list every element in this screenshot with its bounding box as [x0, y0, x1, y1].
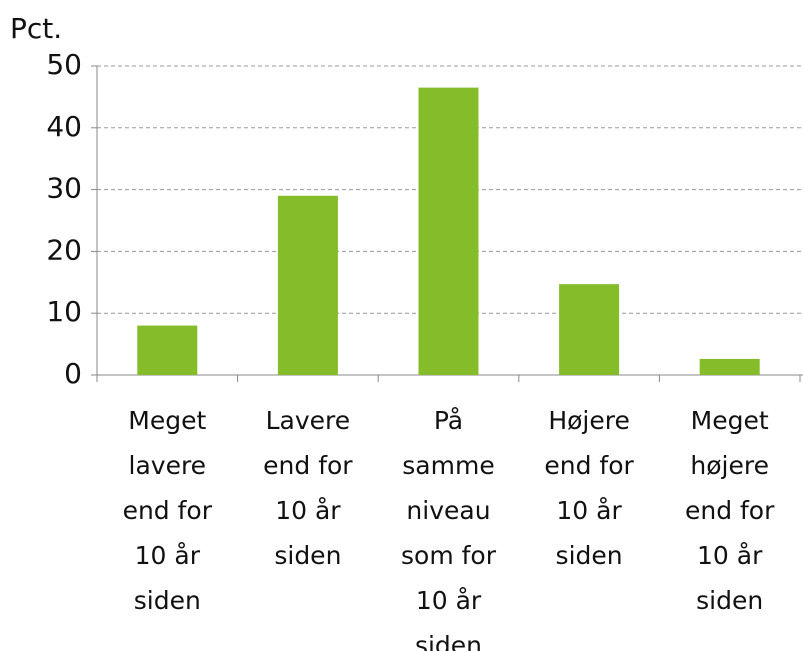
y-axis-label: Pct.	[10, 12, 62, 45]
bar	[418, 87, 479, 375]
y-tick-label: 10	[46, 295, 82, 328]
x-tick-label: På samme niveau som for 10 år siden	[401, 406, 496, 651]
bar	[699, 358, 760, 375]
x-tick-label: Meget højere end for 10 år siden	[684, 406, 775, 615]
y-tick-label: 20	[46, 233, 82, 266]
y-tick-label: 30	[46, 172, 82, 205]
x-tick-label: Meget lavere end for 10 år siden	[122, 406, 212, 615]
y-tick-label: 50	[46, 48, 82, 81]
x-tick-label: Højere end for 10 år siden	[544, 406, 634, 570]
x-tick-label: Lavere end for 10 år siden	[263, 406, 353, 570]
bar	[277, 195, 338, 375]
y-tick-label: 40	[46, 110, 82, 143]
y-tick-label: 0	[64, 357, 82, 390]
bar	[559, 284, 620, 375]
bar	[137, 325, 198, 375]
